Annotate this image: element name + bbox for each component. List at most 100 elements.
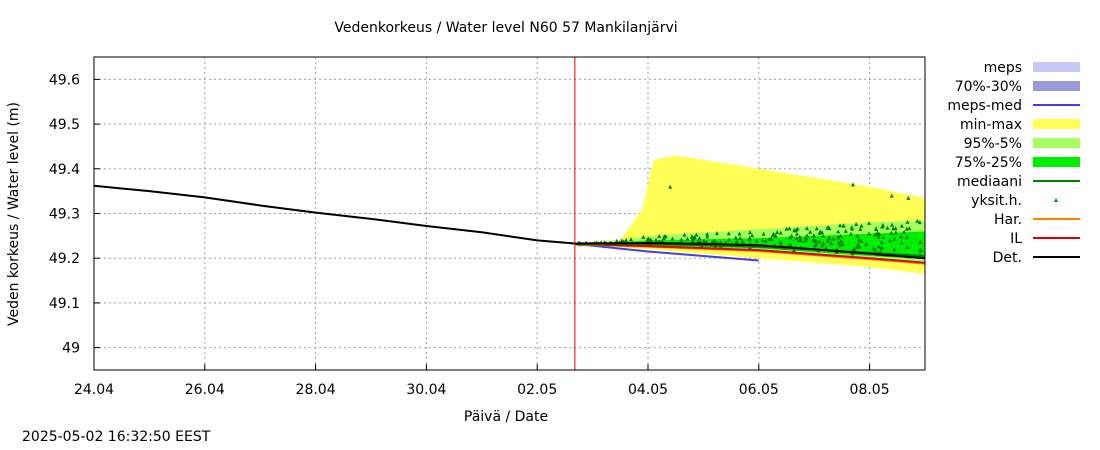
- series-lines: [93, 184, 926, 265]
- ensemble-point: [843, 228, 848, 233]
- ensemble-point: [917, 248, 922, 253]
- ensemble-point: [906, 195, 911, 200]
- ensemble-point: [905, 219, 910, 224]
- ensemble-point: [750, 233, 755, 238]
- y-axis-label: Veden korkeus / Water level (m): [6, 102, 22, 326]
- ensemble-point: [826, 236, 831, 241]
- x-axis-label: Päivä / Date: [464, 409, 548, 425]
- y-tick-label: 49.4: [49, 162, 80, 178]
- ensemble-point: [859, 223, 864, 228]
- ensemble-point: [747, 236, 752, 241]
- ensemble-point: [803, 238, 808, 243]
- y-tick-label: 49: [62, 341, 80, 357]
- ensemble-point: [855, 233, 860, 238]
- x-tick-label: 26.04: [185, 382, 225, 398]
- ensemble-point: [619, 238, 624, 243]
- ensemble-point: [705, 231, 710, 236]
- ensemble-point: [874, 226, 879, 231]
- ensemble-point: [852, 246, 857, 251]
- ensemble-point: [873, 232, 878, 237]
- ensemble-point: [685, 236, 690, 241]
- legend-swatch-p95_5: [1033, 138, 1080, 148]
- ensemble-point: [881, 234, 886, 239]
- ensemble-point: [797, 234, 802, 239]
- ensemble-point: [879, 240, 884, 245]
- ensemble-point: [714, 231, 719, 236]
- ensemble-point: [867, 220, 872, 225]
- legend-label: IL: [1010, 231, 1022, 247]
- det-line: [574, 242, 926, 260]
- ensemble-point: [838, 223, 843, 228]
- legend-label: Det.: [993, 250, 1022, 266]
- ensemble-point: [696, 239, 701, 244]
- ensemble-point: [761, 231, 766, 236]
- observed-line: [93, 184, 575, 245]
- ensemble-point: [854, 222, 859, 227]
- ensemble-point: [726, 231, 731, 236]
- ensemble-point: [760, 237, 765, 242]
- ensemble-point: [829, 241, 834, 246]
- ensemble-point: [890, 222, 895, 227]
- ensemble-point: [889, 193, 894, 198]
- ensemble-point: [690, 239, 695, 244]
- legend-label: 75%-25%: [955, 155, 1022, 171]
- ensemble-point: [856, 242, 861, 247]
- ensemble-point: [902, 229, 907, 234]
- ensemble-point: [879, 245, 884, 250]
- ensemble-point: [792, 228, 797, 233]
- ensemble-point: [813, 239, 818, 244]
- ensemble-point: [808, 229, 813, 234]
- ensemble-point: [885, 225, 890, 230]
- ensemble-point: [791, 247, 796, 252]
- ensemble-point: [892, 236, 897, 241]
- ensemble-point: [754, 238, 759, 243]
- ensemble-point: [624, 237, 629, 242]
- ensemble-point: [825, 238, 830, 243]
- ensemble-point: [893, 230, 898, 235]
- legend-label: 95%-5%: [964, 136, 1022, 152]
- ensemble-point: [892, 247, 897, 252]
- ensemble-point: [893, 226, 898, 231]
- ensemble-point: [740, 239, 745, 244]
- ensemble-point: [864, 241, 869, 246]
- ensemble-point: [653, 237, 658, 242]
- ensemble-point: [836, 235, 841, 240]
- il-line: [574, 242, 926, 264]
- ensemble-point: [850, 226, 855, 231]
- ensemble-point: [821, 241, 826, 246]
- legend-label: meps: [984, 60, 1022, 76]
- ensemble-point: [877, 231, 882, 236]
- ensemble-point: [823, 245, 828, 250]
- ensemble-point: [738, 235, 743, 240]
- meps-med-line: [574, 242, 759, 262]
- ensemble-point: [763, 238, 768, 243]
- ensemble-point: [787, 226, 792, 231]
- ensemble-point: [867, 231, 872, 236]
- x-tick-label: 30.04: [406, 382, 446, 398]
- ensemble-point: [734, 238, 739, 243]
- ensemble-point: [737, 231, 742, 236]
- ensemble-point: [873, 247, 878, 252]
- ensemble-point: [771, 232, 776, 237]
- ensemble-point: [713, 238, 718, 243]
- ensemble-point: [641, 234, 646, 239]
- ensemble-point: [682, 232, 687, 237]
- ensemble-point: [850, 251, 855, 256]
- ensemble-point: [904, 226, 909, 231]
- ensemble-point: [773, 233, 778, 238]
- ensemble-point: [848, 231, 853, 236]
- ensemble-point: [710, 239, 715, 244]
- x-axis-ticks: 24.04 26.04 28.04 30.04 02.05 04.05 06.05 08.05: [74, 364, 890, 398]
- ensemble-point: [889, 230, 894, 235]
- ensemble-point: [794, 236, 799, 241]
- x-tick-label: 08.05: [850, 382, 890, 398]
- ensemble-point: [839, 238, 844, 243]
- ensemble-point: [629, 237, 634, 242]
- ensemble-point: [899, 240, 904, 245]
- ensemble-point: [663, 234, 668, 239]
- ensemble-point: [784, 226, 789, 231]
- ensemble-point: [840, 241, 845, 246]
- y-tick-label: 49.5: [49, 117, 80, 133]
- x-tick-label: 02.05: [517, 382, 557, 398]
